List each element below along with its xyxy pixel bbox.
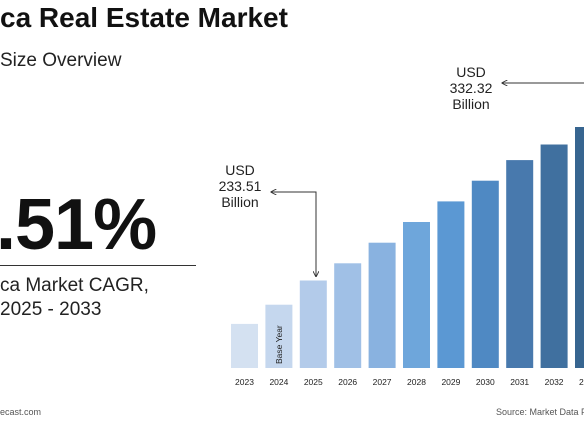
annotation-2032-line2: 332.32 xyxy=(450,80,493,96)
x-tick-label-2026: 2026 xyxy=(338,377,357,387)
annotation-2032-line1: USD xyxy=(456,64,486,80)
bar-2024 xyxy=(265,304,293,368)
x-tick-label-2029: 2029 xyxy=(441,377,460,387)
bar-2026 xyxy=(334,263,362,368)
base-year-label: Base Year xyxy=(274,325,284,364)
x-tick-label-2031: 2031 xyxy=(510,377,529,387)
bar-2025 xyxy=(299,280,327,368)
annotation-2032-line3: Billion xyxy=(452,96,489,112)
cagr-label-line1: ca Market CAGR, xyxy=(0,275,149,296)
source-right: Source: Market Data Fore xyxy=(496,407,584,417)
x-tick-label-2027: 2027 xyxy=(373,377,392,387)
bar-2033 xyxy=(575,127,584,368)
bar-2029 xyxy=(437,201,465,368)
page-subtitle: Size Overview xyxy=(0,50,122,71)
x-tick-label-2032: 2032 xyxy=(545,377,564,387)
x-tick-label-2023: 2023 xyxy=(235,377,254,387)
bar-2027 xyxy=(368,242,396,368)
bar-2023 xyxy=(231,323,258,368)
annotation-2025-line1: USD xyxy=(225,162,255,178)
x-tick-label-2033: 2033 xyxy=(579,377,584,387)
bar-2032 xyxy=(540,144,568,368)
x-tick-label-2025: 2025 xyxy=(304,377,323,387)
annotation-2025-line2: 233.51 xyxy=(219,178,262,194)
annotation-2025-arrow xyxy=(271,192,316,277)
bar-2028 xyxy=(403,222,430,368)
bar-2031 xyxy=(506,160,534,368)
x-tick-label-2028: 2028 xyxy=(407,377,426,387)
bar-2030 xyxy=(471,180,499,368)
page-title: ca Real Estate Market xyxy=(0,2,288,33)
cagr-value: .51% xyxy=(0,185,157,265)
annotation-2025-line3: Billion xyxy=(221,194,258,210)
x-tick-label-2030: 2030 xyxy=(476,377,495,387)
cagr-label: ca Market CAGR, 2025 - 2033 xyxy=(0,274,149,322)
cagr-divider xyxy=(0,265,196,266)
source-left: ecast.com xyxy=(0,407,42,417)
x-tick-label-2024: 2024 xyxy=(269,377,288,387)
cagr-label-line2: 2025 - 2033 xyxy=(0,299,102,320)
